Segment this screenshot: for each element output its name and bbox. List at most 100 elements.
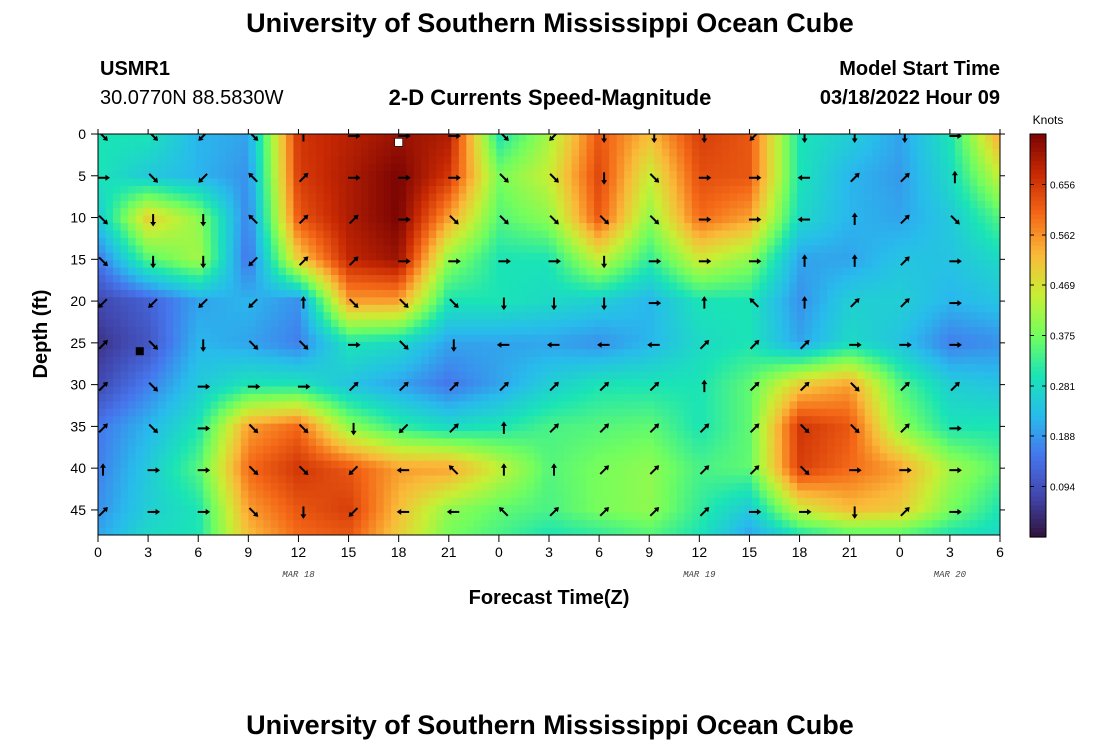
heatmap-cell <box>954 148 964 157</box>
heatmap-cell <box>736 275 746 284</box>
heatmap-cell <box>736 393 746 402</box>
heatmap-cell <box>789 304 798 313</box>
heatmap-cell <box>218 230 227 239</box>
heatmap-cell <box>729 156 738 165</box>
heatmap-cell <box>533 156 543 165</box>
heatmap-cell <box>391 438 400 447</box>
heatmap-cell <box>503 267 513 276</box>
heatmap-cell <box>699 364 708 373</box>
heatmap-cell <box>872 431 881 440</box>
heatmap-cell <box>586 386 595 395</box>
heatmap-cell <box>909 200 918 209</box>
heatmap-cell <box>699 416 708 425</box>
heatmap-cell <box>932 237 941 246</box>
heatmap-cell <box>954 141 964 150</box>
heatmap-cell <box>917 230 926 239</box>
heatmap-cell <box>864 208 873 217</box>
heatmap-cell <box>406 371 415 380</box>
heatmap-cell <box>932 193 941 202</box>
heatmap-cell <box>917 134 926 143</box>
heatmap-cell <box>646 393 655 402</box>
heatmap-cell <box>383 267 392 276</box>
heatmap-cell <box>391 401 400 410</box>
heatmap-cell <box>759 423 768 432</box>
heatmap-cell <box>541 208 550 217</box>
heatmap-cell <box>541 134 550 143</box>
heatmap-cell <box>113 416 122 425</box>
heatmap-cell <box>143 393 152 402</box>
heatmap-cell <box>338 327 347 336</box>
heatmap-cell <box>827 245 836 254</box>
heatmap-cell <box>188 200 197 209</box>
heatmap-cell <box>812 304 821 313</box>
heatmap-cell <box>819 237 828 246</box>
heatmap-cell <box>812 379 821 388</box>
heatmap-cell <box>128 185 137 195</box>
heatmap-cell <box>571 327 580 336</box>
heatmap-cell <box>721 230 730 239</box>
heatmap-cell <box>902 193 911 202</box>
heatmap-cell <box>398 327 407 336</box>
heatmap-cell <box>263 356 272 365</box>
heatmap-cell <box>939 304 948 313</box>
heatmap-cell <box>691 223 700 232</box>
heatmap-cell <box>639 141 648 150</box>
heatmap-cell <box>308 156 317 165</box>
heatmap-cell <box>879 349 888 358</box>
heatmap-cell <box>376 379 385 388</box>
heatmap-cell <box>797 156 806 165</box>
heatmap-cell <box>120 178 129 187</box>
heatmap-cell <box>969 408 979 417</box>
heatmap-cell <box>819 156 828 165</box>
heatmap-cell <box>285 193 295 202</box>
heatmap-cell <box>488 349 497 358</box>
heatmap-cell <box>646 156 655 165</box>
heatmap-cell <box>113 134 122 143</box>
heatmap-cell <box>225 275 234 284</box>
heatmap-cell <box>924 386 933 395</box>
heatmap-cell <box>458 371 467 380</box>
heatmap-cell <box>436 304 445 313</box>
heatmap-cell <box>255 267 264 276</box>
heatmap-cell <box>774 252 783 261</box>
heatmap-cell <box>368 171 377 180</box>
heatmap-cell <box>98 401 107 410</box>
heatmap-cell <box>849 230 858 239</box>
heatmap-cell <box>541 252 550 261</box>
heatmap-cell <box>376 260 385 269</box>
heatmap-cell <box>180 252 189 261</box>
heatmap-cell <box>188 223 197 232</box>
heatmap-cell <box>361 200 370 209</box>
heatmap-cell <box>278 327 287 336</box>
heatmap-cell <box>939 327 948 336</box>
heatmap-cell <box>556 230 565 239</box>
heatmap-cell <box>188 163 197 172</box>
heatmap-cell <box>706 431 715 440</box>
heatmap-cell <box>819 393 828 402</box>
heatmap-cell <box>594 252 603 261</box>
heatmap-cell <box>496 163 505 172</box>
heatmap-cell <box>398 393 407 402</box>
heatmap-cell <box>180 275 189 284</box>
heatmap-cell <box>143 185 152 195</box>
heatmap-cell <box>676 401 685 410</box>
heatmap-cell <box>909 252 918 261</box>
heatmap-cell <box>834 141 843 150</box>
heatmap-cell <box>383 416 392 425</box>
heatmap-cell <box>834 148 843 157</box>
heatmap-cell <box>323 341 332 350</box>
heatmap-cell <box>969 141 979 150</box>
heatmap-cell <box>511 438 520 447</box>
heatmap-cell <box>240 275 249 284</box>
heatmap-cell <box>338 237 347 246</box>
heatmap-cell <box>766 193 776 202</box>
heatmap-cell <box>766 134 776 143</box>
heatmap-cell <box>188 267 197 276</box>
heatmap-cell <box>812 349 821 358</box>
heatmap-cell <box>631 349 640 358</box>
heatmap-cell <box>834 297 843 306</box>
heatmap-cell <box>894 193 903 202</box>
heatmap-cell <box>932 215 941 224</box>
heatmap-cell <box>849 297 858 306</box>
heatmap-cell <box>143 275 152 284</box>
